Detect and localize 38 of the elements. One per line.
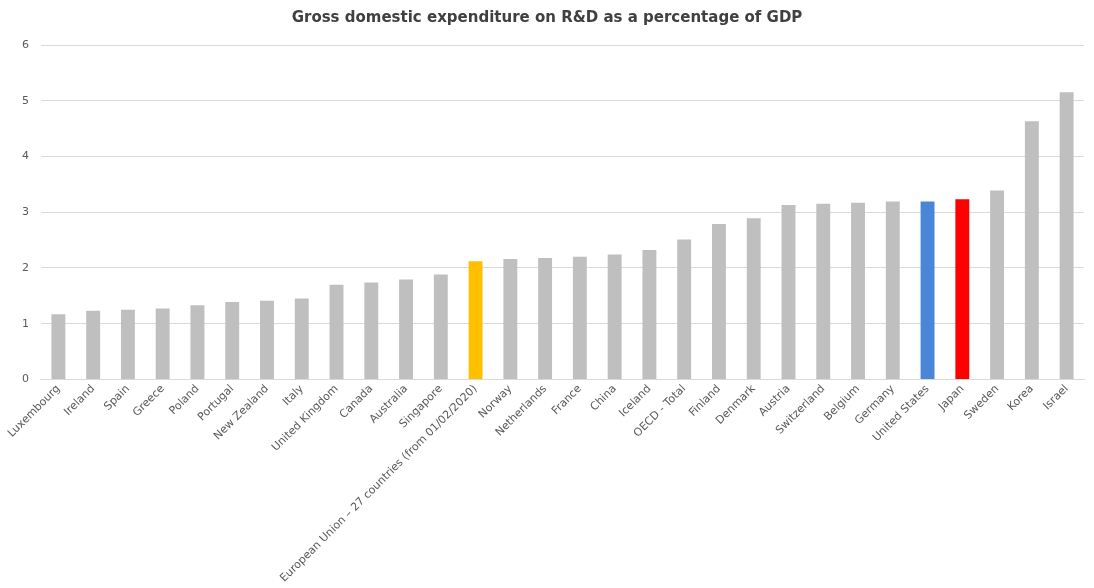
- bar: [294, 298, 309, 379]
- y-tick-label: 3: [22, 205, 29, 219]
- bar: [120, 309, 135, 379]
- bar: [155, 308, 170, 379]
- bar: [990, 190, 1005, 379]
- bar: [225, 301, 240, 379]
- bar: [920, 201, 935, 379]
- bar: [607, 254, 622, 379]
- bar: [677, 239, 692, 379]
- bar: [433, 274, 448, 379]
- bar: [329, 284, 344, 379]
- y-tick-label: 1: [22, 316, 29, 330]
- bar: [399, 279, 413, 379]
- bar: [746, 218, 761, 379]
- bar: [468, 261, 483, 379]
- bar: [1059, 92, 1074, 379]
- bar: [538, 257, 553, 379]
- y-tick-label: 6: [22, 37, 29, 51]
- bar: [642, 250, 657, 379]
- bar: [51, 314, 66, 379]
- y-tick-label: 2: [22, 260, 29, 274]
- chart-title: Gross domestic expenditure on R&D as a percentage of GDP: [291, 7, 803, 26]
- bar: [816, 203, 831, 379]
- bar: [86, 310, 101, 379]
- y-tick-label: 5: [22, 93, 29, 107]
- bar: [781, 204, 796, 379]
- bar: [712, 223, 726, 379]
- bar: [190, 305, 205, 379]
- y-tick-label: 0: [22, 372, 29, 386]
- bar: [572, 256, 587, 379]
- y-tick-label: 4: [22, 149, 29, 163]
- bar: [1024, 121, 1039, 379]
- bar: [955, 199, 970, 379]
- bar: [851, 202, 865, 379]
- bar: [503, 259, 518, 379]
- bar: [364, 282, 379, 379]
- bar: [260, 300, 274, 379]
- bar: [885, 201, 900, 379]
